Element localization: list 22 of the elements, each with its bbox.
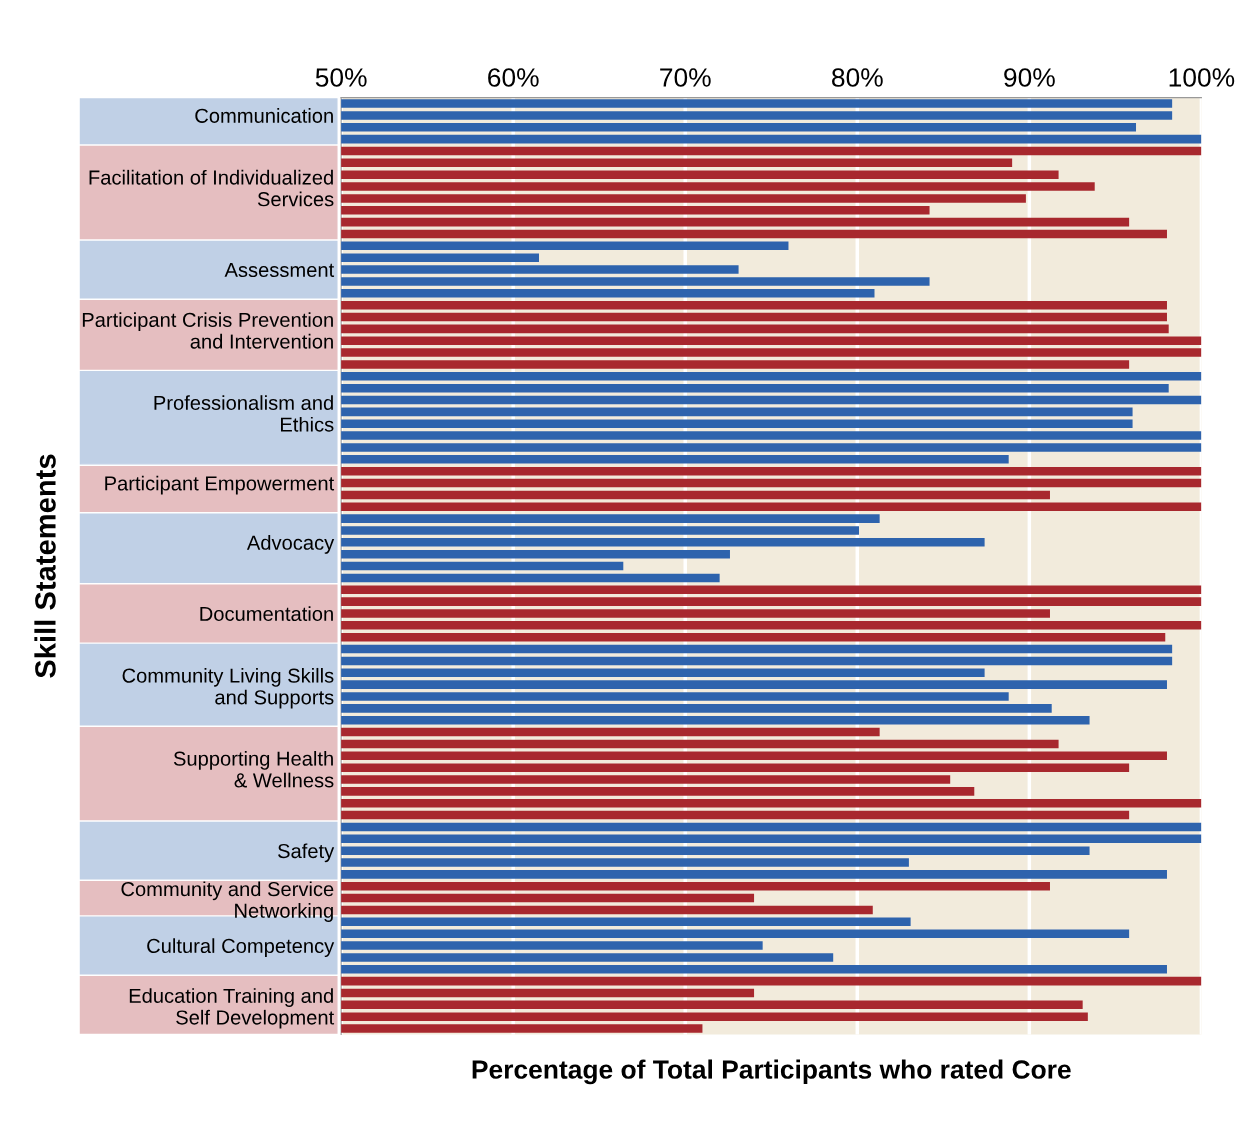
y-tick-label: Supporting Health & Wellness xyxy=(173,750,334,788)
y-axis-title: Skill Statements xyxy=(34,454,56,678)
y-tick-label: Education Training and Self Development xyxy=(129,988,335,1029)
y-tick-label: Community and Service Networking xyxy=(121,881,334,922)
y-tick-label: Cultural Competency xyxy=(147,938,335,958)
y-tick-label: Professionalism and Ethics xyxy=(154,395,334,432)
x-tick-label: 100% xyxy=(1169,68,1235,87)
x-tick-label: 80% xyxy=(832,68,883,87)
x-tick-label: 70% xyxy=(660,68,711,87)
y-tick-label: Documentation xyxy=(200,606,333,621)
y-tick-label: Participant Crisis Prevention and Intervention xyxy=(82,312,333,349)
y-tick-label: Safety xyxy=(278,843,335,863)
y-tick-label: Communication xyxy=(195,108,333,123)
x-axis-title: Percentage of Total Participants who rated Core xyxy=(472,1059,1071,1085)
x-tick-label: 90% xyxy=(1004,68,1055,87)
y-tick-label: Advocacy xyxy=(246,535,335,554)
y-tick-label: Assessment xyxy=(224,263,335,278)
y-tick-label: Participant Empowerment xyxy=(105,475,335,495)
x-tick-label: 60% xyxy=(488,68,539,87)
x-tick-label: 50% xyxy=(315,68,367,87)
y-tick-label: Community Living Skills and Supports xyxy=(122,667,334,709)
y-tick-label: Facilitation of Individualized Services xyxy=(89,169,334,207)
